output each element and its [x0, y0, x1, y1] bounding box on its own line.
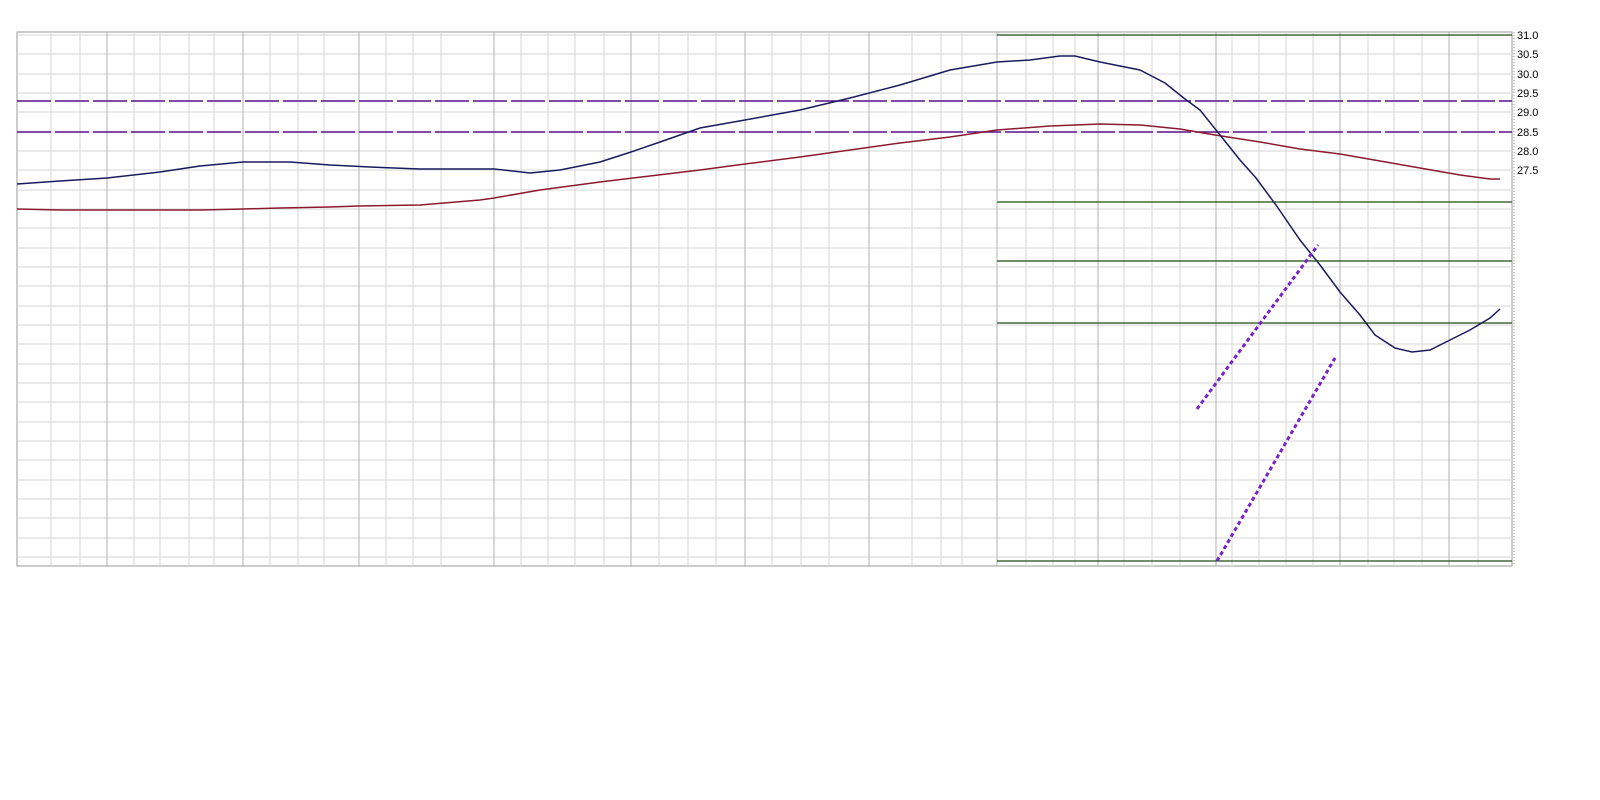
- svg-text:28.5: 28.5: [1517, 127, 1538, 139]
- ma50-line: [16, 55, 1501, 353]
- svg-text:27.5: 27.5: [1517, 165, 1538, 177]
- svg-text:28.0: 28.0: [1517, 146, 1538, 158]
- price-panel: 31.030.5 30.029.5 29.028.5 28.027.5 x x …: [16, 30, 1538, 567]
- price-grid-month-lines: [106, 32, 1450, 566]
- svg-text:29.0: 29.0: [1517, 107, 1538, 119]
- svg-text:29.5: 29.5: [1517, 88, 1538, 100]
- channel-upper-line: [1195, 244, 1320, 410]
- resistance-lines: [17, 100, 1512, 133]
- price-grid-vertical: [50, 32, 1479, 566]
- channel-trendlines: [1195, 244, 1337, 562]
- fibonacci-lines: [997, 34, 1512, 562]
- price-axis: 31.030.5 30.029.5 29.028.5 28.027.5 x x …: [1513, 30, 1538, 566]
- ma200-line: [16, 123, 1500, 211]
- svg-text:30.5: 30.5: [1517, 49, 1538, 61]
- svg-text:30.0: 30.0: [1517, 69, 1538, 81]
- svg-text:31.0: 31.0: [1517, 30, 1538, 42]
